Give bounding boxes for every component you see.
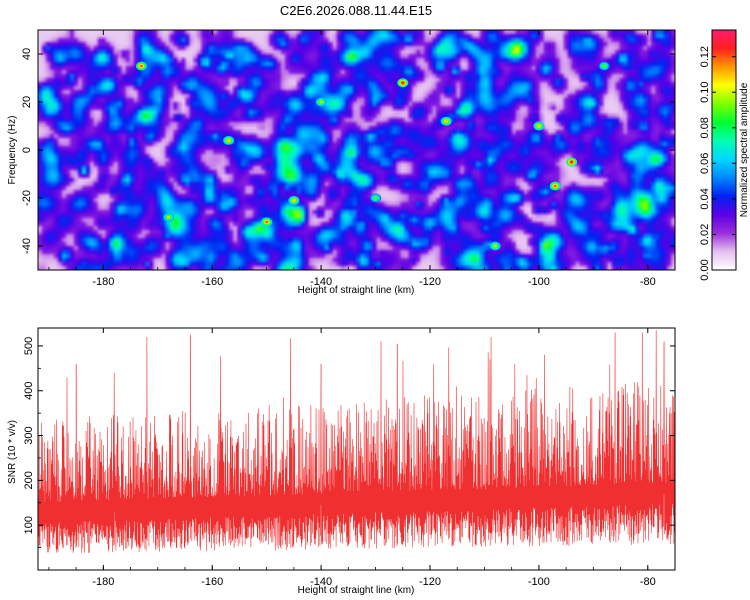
- heatmap-y-tick-label: 0: [21, 147, 33, 153]
- snr-x-label: Height of straight line (km): [298, 585, 415, 596]
- heatmap-x-tick-label: -120: [419, 276, 441, 288]
- heatmap-peak: [566, 157, 578, 167]
- heatmap-peak: [533, 121, 545, 131]
- snr-y-axis: 100 200 300 400 500: [23, 337, 675, 548]
- heatmap-x-axis: -180 -160 -140 -120 -100 -80: [48, 30, 656, 288]
- heatmap-peak: [261, 217, 273, 227]
- heatmap-x-tick-label: -100: [528, 276, 550, 288]
- snr-x-tick-label: -140: [310, 576, 332, 588]
- heatmap-peak: [489, 241, 501, 251]
- colorbar-bar: [712, 30, 736, 270]
- snr-series-line: [38, 330, 675, 553]
- colorbar-tick-label: 0.10: [699, 82, 711, 103]
- heatmap-x-tick-label: -160: [201, 276, 223, 288]
- snr-y-label: SNR (10 * v/v): [7, 420, 18, 484]
- heatmap-peak: [440, 116, 452, 126]
- heatmap-y-tick-label: 20: [21, 96, 33, 108]
- heatmap-x-label: Height of straight line (km): [298, 285, 415, 296]
- heatmap-y-label: Frequency (Hz): [7, 116, 18, 185]
- snr-y-tick-label: 100: [23, 516, 35, 534]
- colorbar-tick-label: 0.06: [699, 153, 711, 174]
- snr-panel: -180 -160 -140 -120 -100 -80 100200300400500 …: [7, 327, 676, 596]
- colorbar-label: Normalized spectral amplitude: [739, 82, 750, 217]
- colorbar-tick-label: 0.08: [699, 117, 711, 138]
- heatmap-peak: [163, 212, 175, 222]
- colorbar: 0.00 0.02 0.04 0.06 0.08 0.10 0.12 Normalized …: [699, 29, 750, 281]
- snr-x-tick-label: -100: [528, 576, 550, 588]
- snr-y-tick-label: 500: [23, 337, 35, 355]
- snr-x-tick-label: -160: [201, 576, 223, 588]
- heatmap-peak: [549, 181, 561, 191]
- heatmap-panel: -180 -160 -140 -120 -100 -80 -40 -20 0 20 40 Heig…: [7, 29, 676, 296]
- heatmap-x-tick-label: -80: [640, 276, 656, 288]
- snr-x-tick-label: -180: [92, 576, 114, 588]
- heatmap-x-tick-label: -140: [310, 276, 332, 288]
- chart-title: C2E6.2026.088.11.44.E15: [280, 3, 432, 18]
- snr-y-tick-label: 300: [23, 426, 35, 444]
- snr-x-tick-label: -120: [419, 576, 441, 588]
- heatmap-peak: [135, 61, 147, 71]
- heatmap-x-tick-label: -180: [92, 276, 114, 288]
- snr-y-tick-label: 200: [23, 471, 35, 489]
- snr-x-tick-label: -80: [640, 576, 656, 588]
- colorbar-tick-label: 0.02: [699, 224, 711, 245]
- heatmap-peaks: [135, 61, 610, 251]
- heatmap-y-tick-label: -40: [21, 238, 33, 254]
- snr-y-tick-label: 400: [23, 382, 35, 400]
- heatmap-peak: [598, 61, 610, 71]
- heatmap-image: [38, 30, 675, 270]
- colorbar-frame: [711, 29, 737, 271]
- colorbar-tick-label: 0.12: [699, 46, 711, 67]
- heatmap-y-tick-label: -20: [21, 190, 33, 206]
- colorbar-ticks: 0.00 0.02 0.04 0.06 0.08 0.10 0.12: [699, 46, 736, 281]
- snr-x-axis: -180 -160 -140 -120 -100 -80: [48, 328, 656, 588]
- heatmap-peak: [315, 97, 327, 107]
- colorbar-tick-label: 0.04: [699, 188, 711, 209]
- snr-frame: [37, 327, 676, 571]
- heatmap-peak: [370, 193, 382, 203]
- heatmap-y-tick-label: 40: [21, 48, 33, 60]
- heatmap-peak: [223, 135, 235, 145]
- heatmap-peak: [397, 78, 409, 88]
- colorbar-tick-label: 0.00: [699, 259, 711, 280]
- heatmap-peak: [288, 195, 300, 205]
- heatmap-y-axis: -40 -20 0 20 40: [21, 48, 675, 254]
